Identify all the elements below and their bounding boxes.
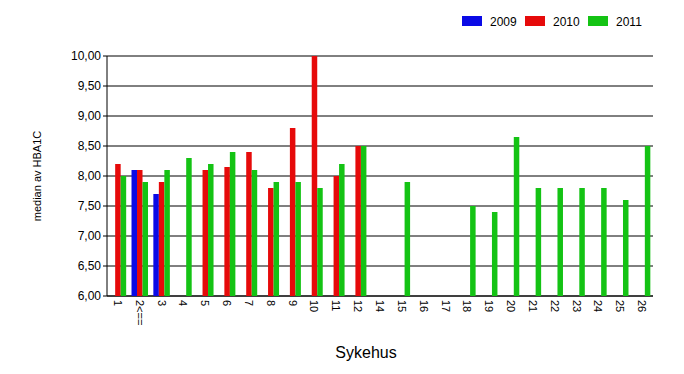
x-tick-label: 1 <box>112 300 124 306</box>
x-tick-label: 14 <box>374 300 386 312</box>
bar <box>274 182 280 296</box>
bar <box>252 170 258 296</box>
bar <box>557 188 563 296</box>
legend-swatch <box>462 16 482 26</box>
bar <box>153 194 159 296</box>
bar <box>312 56 318 296</box>
bar <box>208 164 214 296</box>
x-tick-label: 2<== <box>134 300 146 325</box>
bar <box>121 176 127 296</box>
bar <box>268 188 274 296</box>
y-tick <box>103 236 107 237</box>
y-tick <box>103 86 107 87</box>
bar <box>361 146 367 296</box>
x-tick-label: 9 <box>287 300 299 306</box>
x-tick-label: 10 <box>308 300 320 312</box>
bar <box>470 206 476 296</box>
x-tick-label: 7 <box>243 300 255 306</box>
grid-line <box>107 116 653 117</box>
bar <box>203 170 209 296</box>
bar <box>230 152 236 296</box>
x-tick-label: 21 <box>527 300 539 312</box>
x-tick-label: 4 <box>177 300 189 306</box>
x-tick-label: 20 <box>505 300 517 312</box>
legend-label: 2010 <box>553 15 580 29</box>
y-tick-label: 6,50 <box>78 259 102 273</box>
x-tick-label: 22 <box>549 300 561 312</box>
bar <box>536 188 542 296</box>
x-tick-label: 15 <box>396 300 408 312</box>
y-tick-label: 7,50 <box>78 199 102 213</box>
x-tick-label: 17 <box>440 300 452 312</box>
x-tick-label: 5 <box>199 300 211 306</box>
bar <box>334 176 340 296</box>
x-tick-label: 12 <box>352 300 364 312</box>
bar <box>132 170 138 296</box>
bar <box>224 167 230 296</box>
y-tick-label: 8,00 <box>78 169 102 183</box>
x-tick-label: 11 <box>330 300 342 311</box>
bar <box>317 188 323 296</box>
bar <box>164 170 170 296</box>
y-tick <box>103 296 107 297</box>
y-tick-label: 9,50 <box>78 79 102 93</box>
y-tick <box>103 176 107 177</box>
bar <box>623 200 629 296</box>
y-tick <box>103 206 107 207</box>
y-tick-label: 6,00 <box>78 289 102 303</box>
bars <box>115 56 650 296</box>
y-tick <box>103 56 107 57</box>
bar <box>290 128 296 296</box>
grid-line <box>107 56 653 57</box>
bar <box>295 182 301 296</box>
y-tick-label: 8,50 <box>78 139 102 153</box>
bar <box>601 188 607 296</box>
x-tick-label: 3 <box>156 300 168 306</box>
x-tick-label: 24 <box>592 300 604 312</box>
bar <box>137 170 143 296</box>
x-tick-label: 19 <box>483 300 495 312</box>
bar <box>339 164 345 296</box>
x-tick-label: 6 <box>221 300 233 306</box>
legend-swatch <box>588 16 608 26</box>
chart: 6,00 6,50 7,00 7,50 8,00 8,50 9,00 9,50 10,00 1 2<… <box>0 0 684 374</box>
bar <box>514 137 520 296</box>
x-tick-label: 18 <box>461 300 473 312</box>
bar <box>143 182 149 296</box>
bar <box>492 212 498 296</box>
bar <box>405 182 411 296</box>
x-tick-label: 16 <box>418 300 430 312</box>
bar <box>355 146 361 296</box>
x-tick-label: 26 <box>636 300 648 312</box>
x-tick-label: 25 <box>614 300 626 312</box>
legend-swatch <box>525 16 545 26</box>
y-tick-label: 10,00 <box>71 49 101 63</box>
bar <box>115 164 121 296</box>
y-tick <box>103 116 107 117</box>
y-tick-label: 9,00 <box>78 109 102 123</box>
bar <box>186 158 192 296</box>
legend-label: 2009 <box>490 15 517 29</box>
grid-line <box>107 86 653 87</box>
x-tick-label: 8 <box>265 300 277 306</box>
x-tick-label: 23 <box>571 300 583 312</box>
legend-label: 2011 <box>616 15 642 29</box>
y-tick <box>103 266 107 267</box>
y-tick <box>103 146 107 147</box>
grid-line <box>107 146 653 147</box>
y-axis-label: median av HBA1C <box>31 131 43 222</box>
y-tick-label: 7,00 <box>78 229 102 243</box>
bar <box>159 182 165 296</box>
bar <box>579 188 585 296</box>
bar <box>246 152 252 296</box>
x-axis-label: Sykehus <box>335 344 396 361</box>
bar <box>645 146 651 296</box>
y-axis <box>107 56 108 296</box>
